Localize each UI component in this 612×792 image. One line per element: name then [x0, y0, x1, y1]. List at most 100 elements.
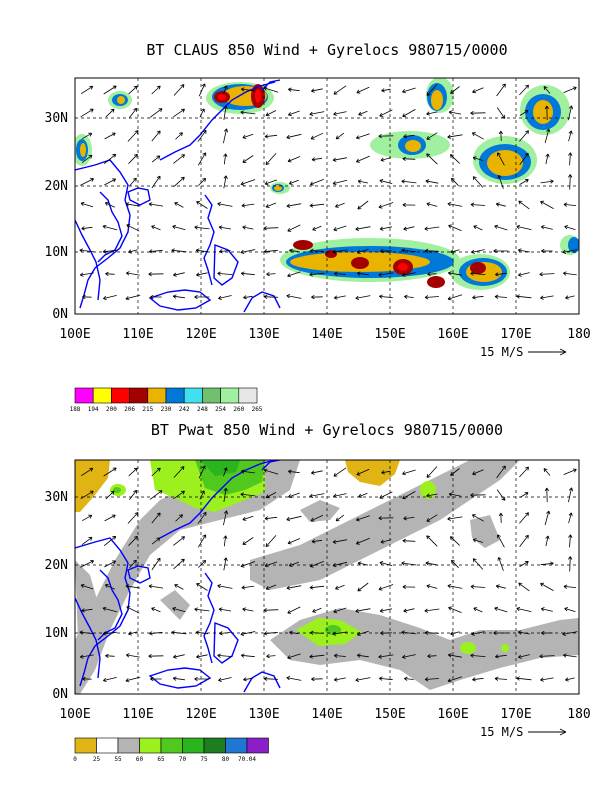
wind-vector — [80, 583, 94, 590]
wind-vector — [426, 202, 438, 207]
wind-vector — [223, 105, 228, 120]
wind-vector — [103, 535, 117, 547]
wind-vector — [173, 466, 185, 478]
wind-vector — [495, 202, 506, 207]
lon-label: 140E — [311, 327, 342, 342]
wind-vector — [104, 560, 117, 568]
wind-vector — [544, 510, 551, 526]
wind-vector — [448, 492, 461, 497]
lon-label: 150E — [374, 327, 405, 342]
wind-vector — [333, 677, 346, 682]
wind-vector — [242, 515, 254, 521]
wind-vector — [196, 201, 208, 209]
wind-vector — [126, 271, 140, 276]
wind-vector — [518, 272, 530, 277]
wind-vector — [263, 249, 278, 254]
wind-vector — [471, 249, 485, 254]
wind-vector — [223, 153, 228, 165]
wind-vector — [151, 512, 161, 524]
wind-vector — [568, 174, 573, 190]
wind-vector — [240, 653, 255, 658]
lon-label: 130E — [248, 327, 279, 342]
wind-vector — [104, 514, 116, 522]
wind-vector — [309, 585, 325, 590]
wind-vector — [356, 653, 369, 658]
wind-vector — [355, 155, 370, 163]
wind-vector — [472, 295, 484, 300]
wind-vector — [105, 653, 115, 659]
wind-vector — [242, 225, 254, 230]
wind-vector — [357, 561, 369, 566]
wind-vector — [498, 512, 504, 523]
lat-label: 10N — [45, 626, 68, 641]
wind-vector — [148, 202, 164, 207]
wind-vector — [81, 226, 93, 231]
wind-vector — [218, 225, 232, 230]
wind-vector — [379, 226, 392, 231]
wind-vector — [403, 134, 415, 139]
wind-vector — [378, 515, 394, 521]
wind-vector — [240, 249, 256, 254]
wind-vector — [333, 111, 347, 116]
wind-vector — [380, 539, 392, 544]
wind-vector — [402, 272, 416, 277]
wind-vector — [194, 294, 210, 300]
wind-vector — [129, 559, 137, 569]
wind-vector — [265, 110, 277, 117]
wind-vector — [174, 584, 184, 590]
lon-label: 140E — [311, 707, 342, 722]
wind-vector — [311, 676, 323, 682]
wind-vector — [310, 132, 324, 140]
wind-vector — [333, 271, 346, 276]
wind-vector — [80, 108, 94, 118]
wind-vector — [150, 676, 162, 682]
wind-vector — [198, 465, 206, 479]
wind-vector — [197, 511, 207, 524]
wind-vector — [312, 225, 322, 231]
wind-vector — [447, 202, 463, 207]
wind-vector — [265, 535, 277, 547]
lon-tick-labels: 100E 110E 120E 130E 140E 150E 160E 170E … — [59, 707, 590, 722]
wind-vector — [517, 248, 530, 253]
wind-vector — [447, 271, 462, 276]
wind-vector — [82, 132, 93, 140]
wind-vector — [472, 156, 484, 161]
wind-vector — [544, 128, 551, 144]
wind-vector — [79, 654, 94, 659]
wind-vector — [447, 676, 463, 683]
wind-vector — [196, 272, 208, 277]
wind-vector — [378, 584, 394, 591]
wind-vector — [426, 466, 438, 478]
wind-vector — [196, 583, 208, 591]
wind-vector — [357, 582, 369, 592]
wind-vector — [126, 224, 140, 232]
wind-vector — [333, 225, 347, 232]
colorbar-swatch — [96, 737, 119, 754]
wind-vector — [172, 294, 185, 299]
wind-vector — [263, 294, 278, 299]
wind-vector — [496, 489, 506, 501]
wind-vector — [518, 200, 530, 210]
wind-vector — [288, 561, 299, 567]
wind-vector — [173, 536, 185, 546]
lat-label: 20N — [45, 179, 68, 194]
wind-vector — [335, 514, 345, 522]
wind-vector — [497, 556, 504, 571]
wind-vector — [426, 535, 438, 547]
wind-vector — [223, 535, 228, 547]
wind-vector — [149, 631, 163, 636]
wind-vector — [424, 677, 439, 682]
wind-vector — [309, 203, 325, 208]
wind-vector — [355, 226, 371, 231]
wind-vector — [449, 536, 460, 546]
wind-vector — [545, 153, 550, 165]
wind-vector — [194, 607, 210, 612]
wind-vector — [151, 537, 161, 545]
wind-vector — [266, 653, 276, 659]
wind-vector — [355, 295, 371, 300]
wind-vector — [497, 534, 505, 548]
wind-vector — [80, 467, 94, 477]
wind-vector — [103, 85, 117, 95]
wind-vector — [426, 493, 438, 498]
wind-vector — [79, 630, 95, 635]
